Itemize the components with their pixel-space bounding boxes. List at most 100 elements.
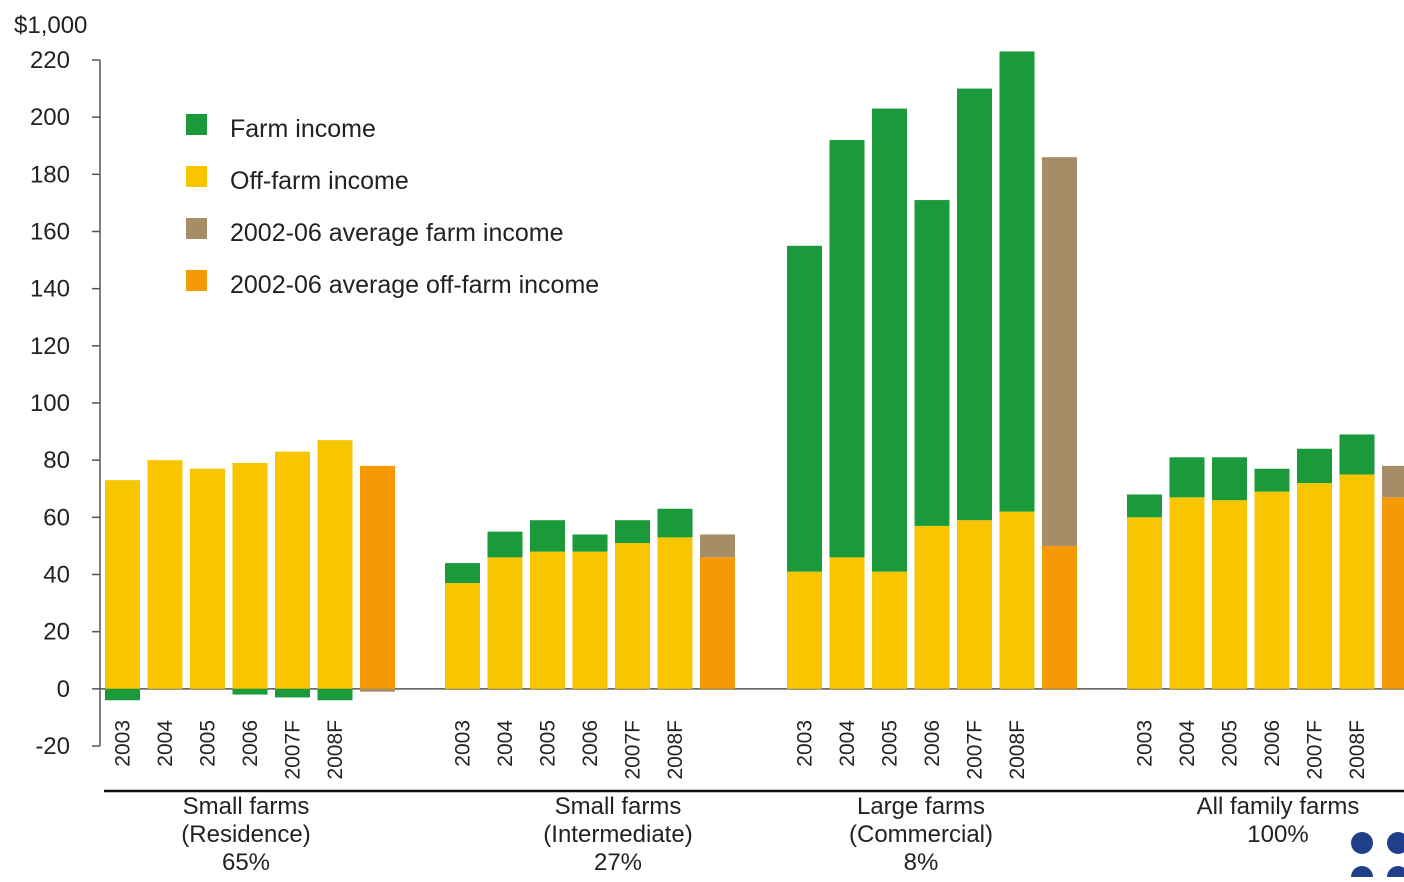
group-label-line: Small farms — [183, 793, 310, 820]
bar-farm-income — [275, 688, 310, 698]
decor-dot — [1351, 832, 1373, 854]
x-tick-label: 2004 — [1176, 720, 1199, 767]
corner-dots — [1351, 832, 1404, 882]
bar-farm-income — [914, 200, 950, 526]
bar-farm-income — [1254, 468, 1290, 492]
legend-label: Farm income — [230, 115, 376, 143]
legend-swatch — [186, 218, 207, 239]
y-tick-label: 60 — [43, 504, 70, 531]
bar-off-farm-income — [615, 543, 650, 689]
bar-off-farm-income — [914, 525, 950, 689]
bar-farm-income — [317, 688, 353, 701]
y-tick-label: 80 — [43, 447, 70, 474]
y-tick-label: 120 — [30, 333, 70, 360]
legend-label: 2002-06 average farm income — [230, 219, 564, 247]
bar-farm-income — [445, 563, 480, 584]
bar-farm-income — [615, 520, 650, 544]
bar-off-farm-income — [275, 451, 310, 689]
bar-farm-income — [787, 245, 822, 572]
bar-farm-income — [232, 688, 268, 695]
bar-avg-farm-income — [1042, 157, 1077, 546]
group-label-line: 100% — [1247, 821, 1308, 848]
legend-swatch — [186, 166, 207, 187]
x-tick-label: 2007F — [622, 720, 645, 780]
legend-label: Off-farm income — [230, 167, 409, 195]
decor-dot — [1351, 866, 1373, 882]
x-tick-label: 2004 — [836, 720, 859, 767]
bar-off-farm-income — [147, 460, 183, 689]
group-label-line: (Intermediate) — [543, 821, 692, 848]
group-label-line: All family farms — [1197, 793, 1360, 820]
bar-group — [1127, 434, 1404, 689]
y-tick-label: 140 — [30, 276, 70, 303]
bar-avg-farm-income — [360, 688, 395, 692]
bar-off-farm-income — [657, 537, 693, 689]
bar-group — [105, 440, 395, 701]
decor-dot — [1387, 832, 1404, 854]
bar-group — [787, 51, 1077, 689]
bar-farm-income — [105, 688, 140, 701]
bar-off-farm-income — [999, 511, 1035, 689]
x-tick-label: 2003 — [452, 720, 475, 767]
legend-swatch — [186, 114, 207, 135]
bar-farm-income — [1127, 494, 1162, 518]
group-label-line: (Commercial) — [849, 821, 993, 848]
group-label-line: Large farms — [857, 793, 985, 820]
bar-off-farm-income — [1169, 497, 1205, 689]
bar-avg-off-farm-income — [360, 465, 395, 689]
bar-off-farm-income — [445, 583, 480, 689]
bar-avg-off-farm-income — [1382, 497, 1404, 689]
x-tick-label: 2003 — [794, 720, 817, 767]
bar-farm-income — [572, 534, 608, 552]
x-tick-label: 2006 — [921, 720, 944, 767]
y-tick-label: 200 — [30, 104, 70, 131]
bar-group — [445, 508, 735, 689]
x-tick-label: 2008F — [664, 720, 687, 780]
group-label-line: 27% — [594, 849, 642, 876]
bar-farm-income — [999, 51, 1035, 512]
axes: -20 0 20 40 60 80 100 120 140 160 180 200 220 — [30, 47, 1404, 793]
bar-off-farm-income — [1254, 491, 1290, 689]
legend-swatch — [186, 270, 207, 291]
x-tick-label: 2007F — [282, 720, 305, 780]
y-tick-label: 40 — [43, 562, 70, 589]
bar-farm-income — [487, 531, 523, 558]
x-tick-label: 2008F — [1346, 720, 1369, 780]
x-tick-label: 2003 — [112, 720, 135, 767]
bar-farm-income — [872, 108, 907, 572]
bar-off-farm-income — [1339, 474, 1375, 689]
bar-farm-income — [1212, 457, 1247, 501]
legend: Farm income Off-farm income 2002-06 averag… — [186, 114, 599, 299]
decor-dot — [1387, 866, 1404, 882]
bar-avg-farm-income — [700, 534, 735, 558]
bars — [105, 51, 1404, 701]
group-label-line: 8% — [904, 849, 939, 876]
x-tick-label: 2005 — [879, 720, 902, 767]
bar-farm-income — [657, 508, 693, 538]
y-tick-label: 20 — [43, 619, 70, 646]
bar-farm-income — [829, 140, 865, 558]
bar-off-farm-income — [1297, 483, 1332, 689]
x-tick-label: 2006 — [579, 720, 602, 767]
bar-off-farm-income — [1127, 517, 1162, 689]
group-label-line: (Residence) — [181, 821, 310, 848]
bar-off-farm-income — [317, 440, 353, 689]
bar-farm-income — [1297, 448, 1332, 484]
y-tick-label: 0 — [57, 676, 70, 703]
bar-off-farm-income — [829, 557, 865, 689]
bar-farm-income — [957, 88, 992, 521]
bar-off-farm-income — [105, 480, 140, 689]
y-unit-label: $1,000 — [14, 12, 87, 39]
x-tick-label: 2008F — [1006, 720, 1029, 780]
x-tick-labels: 2003 2004 2005 2006 2007F 2008F 2003 2004 2005 20… — [112, 720, 1370, 780]
y-tick-label: 100 — [30, 390, 70, 417]
bar-off-farm-income — [572, 551, 608, 689]
bar-off-farm-income — [787, 571, 822, 689]
bar-avg-off-farm-income — [1042, 545, 1077, 689]
y-tick-label: -20 — [35, 733, 70, 760]
group-label-line: Small farms — [555, 793, 682, 820]
x-tick-label: 2006 — [1261, 720, 1284, 767]
x-tick-label: 2004 — [494, 720, 517, 767]
x-tick-label: 2007F — [964, 720, 987, 780]
